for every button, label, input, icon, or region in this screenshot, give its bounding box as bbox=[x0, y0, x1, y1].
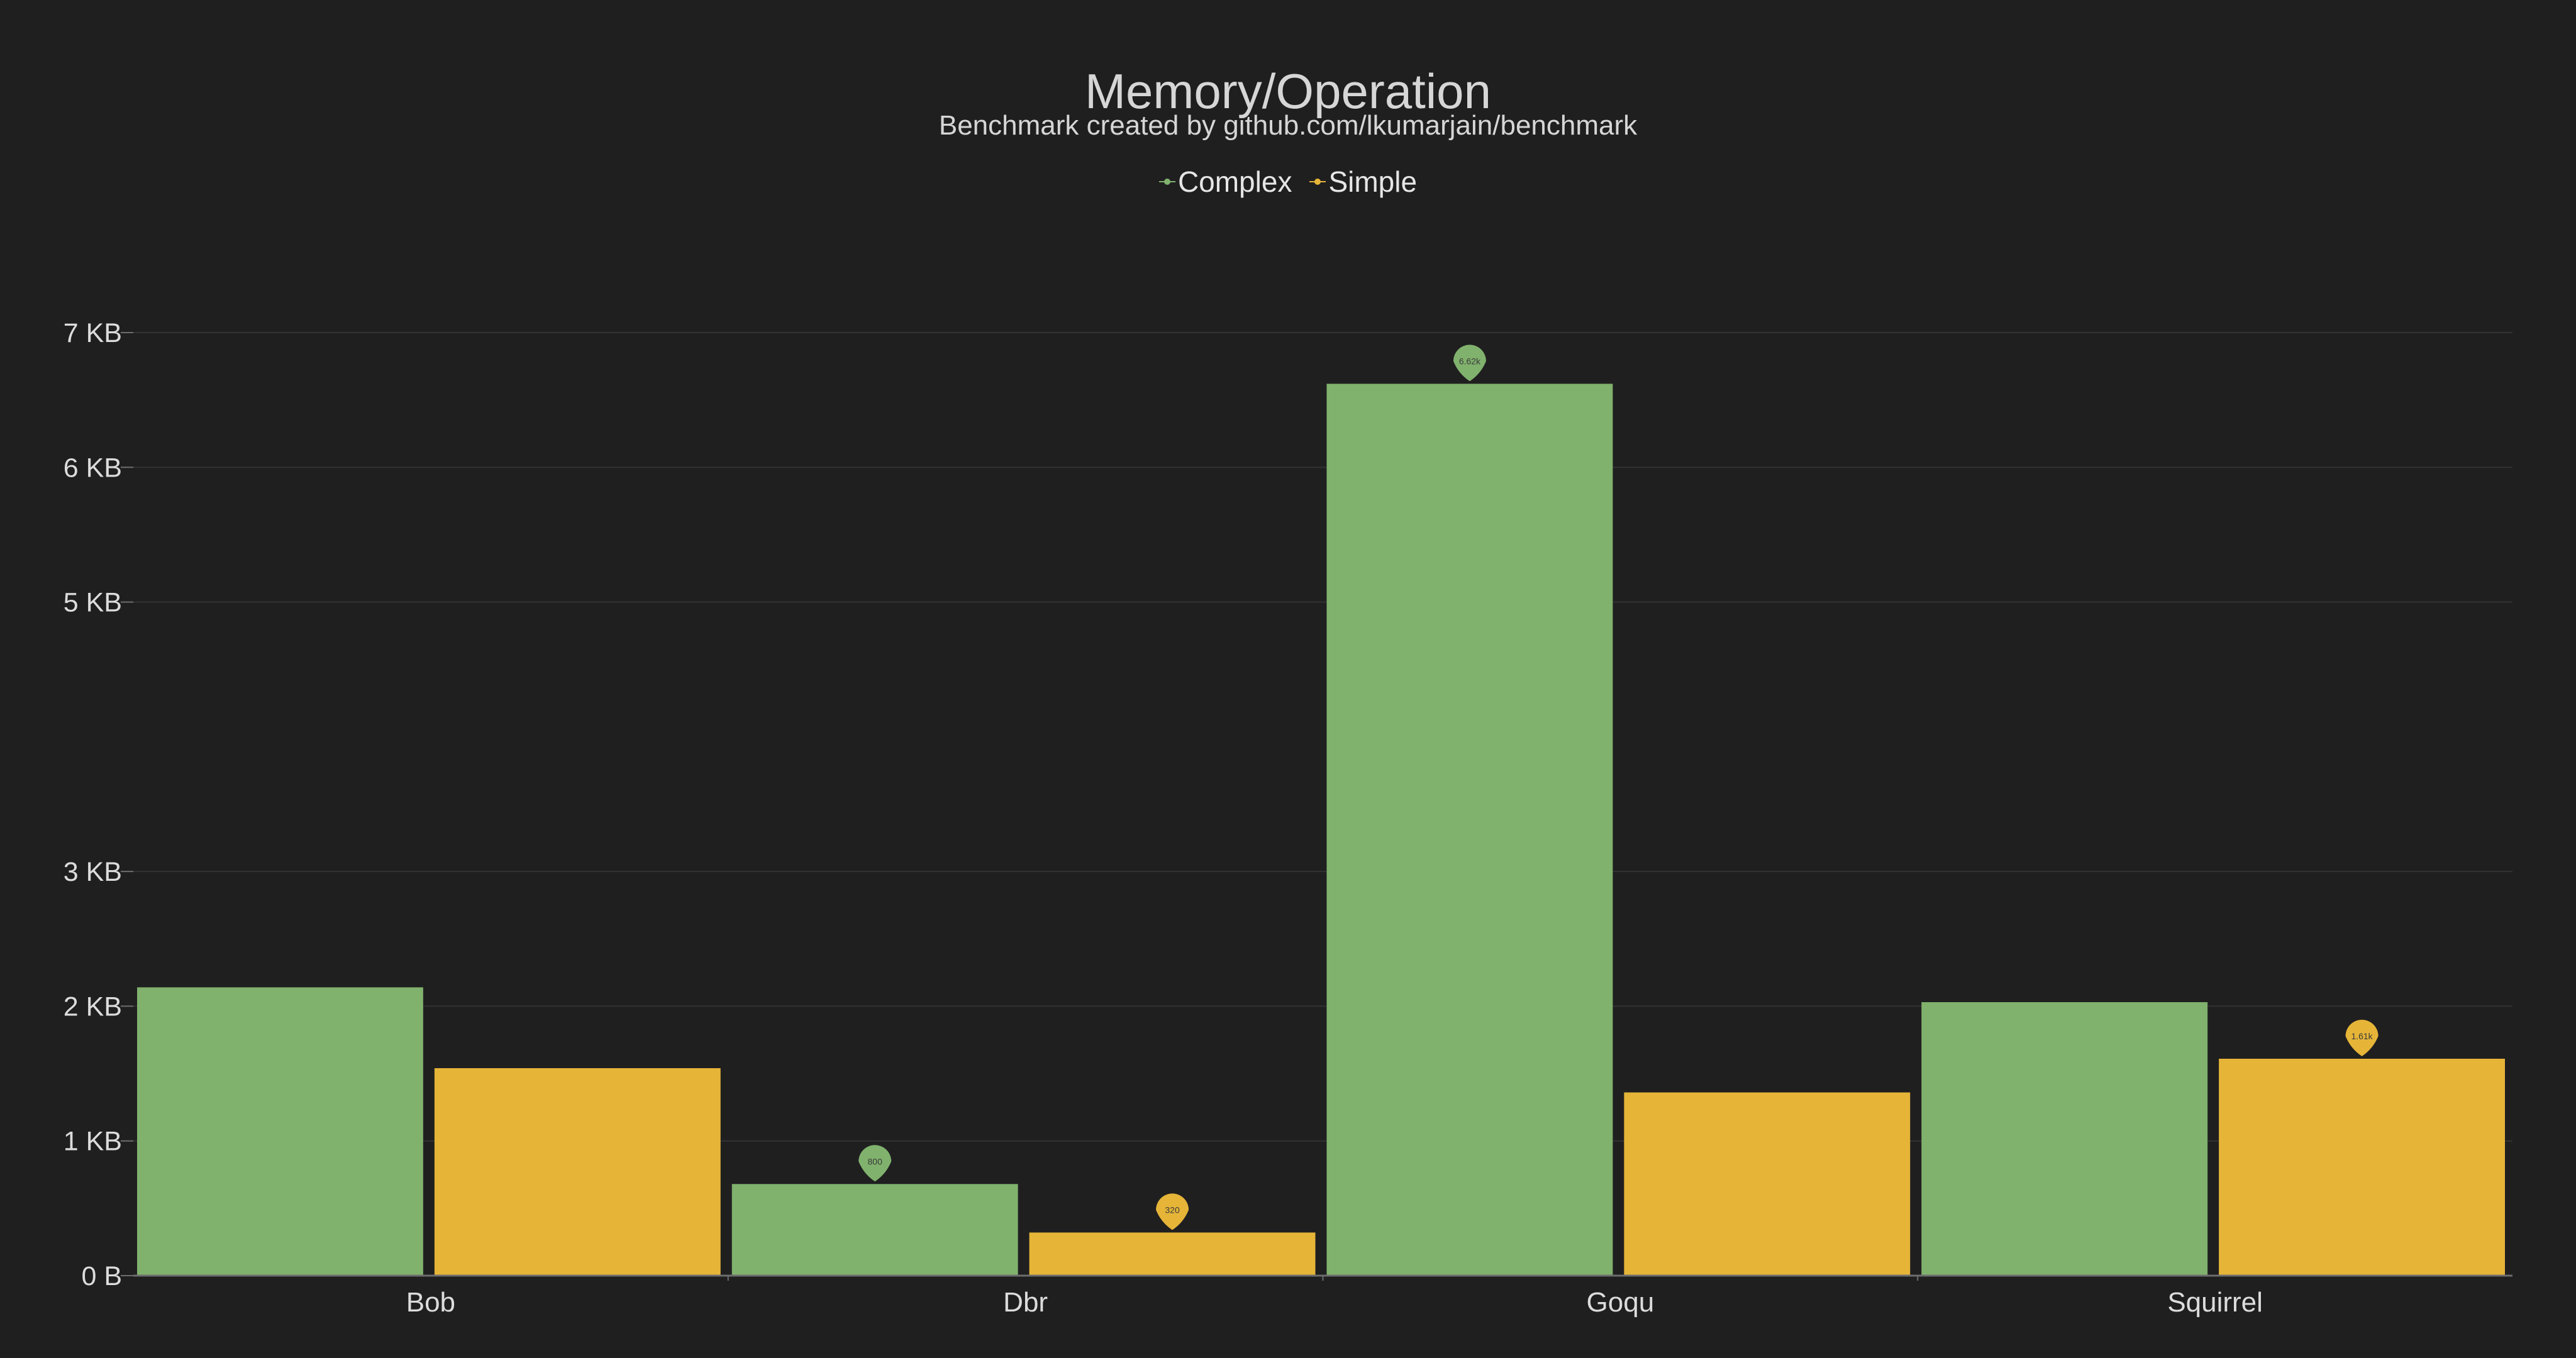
svg-text:320: 320 bbox=[1165, 1205, 1180, 1215]
legend-label-simple: Simple bbox=[1328, 165, 1418, 198]
svg-text:6.62k: 6.62k bbox=[1459, 356, 1481, 366]
y-tick-label: 2 KB bbox=[64, 991, 122, 1022]
legend-marker-simple bbox=[1309, 177, 1326, 186]
bar-simple-goqu bbox=[1624, 1092, 1911, 1276]
y-tick-label: 6 KB bbox=[64, 453, 122, 483]
chart-subtitle: Benchmark created by github.com/lkumarja… bbox=[938, 110, 1638, 141]
x-tick-label: Squirrel bbox=[2167, 1287, 2263, 1318]
legend-item-complex[interactable]: Complex bbox=[1158, 165, 1292, 199]
data-label-complex-dbr[interactable]: 800 bbox=[858, 1145, 892, 1182]
y-tick-label: 3 KB bbox=[64, 857, 122, 887]
data-label-complex-goqu[interactable]: 6.62k bbox=[1453, 345, 1486, 382]
legend-marker-complex bbox=[1158, 177, 1175, 186]
x-tick-label: Goqu bbox=[1587, 1287, 1655, 1318]
bar-complex-goqu bbox=[1326, 384, 1613, 1276]
bar-simple-dbr bbox=[1029, 1232, 1316, 1276]
y-tick-label: 1 KB bbox=[64, 1127, 122, 1157]
legend-item-simple[interactable]: Simple bbox=[1309, 165, 1417, 199]
data-label-simple-squirrel[interactable]: 1.61k bbox=[2345, 1020, 2379, 1056]
legend: Complex Simple bbox=[0, 165, 2576, 199]
chart-title: Memory/Operation bbox=[1085, 63, 1491, 119]
x-tick-label: Bob bbox=[406, 1287, 455, 1318]
y-tick-label: 0 B bbox=[81, 1261, 122, 1291]
legend-label-complex: Complex bbox=[1177, 165, 1292, 198]
svg-text:1.61k: 1.61k bbox=[2351, 1031, 2373, 1041]
x-tick-label: Dbr bbox=[1003, 1287, 1048, 1318]
svg-text:800: 800 bbox=[868, 1156, 883, 1166]
bar-simple-squirrel bbox=[2219, 1059, 2505, 1276]
bar-simple-bob bbox=[434, 1068, 721, 1276]
bar-complex-dbr bbox=[731, 1184, 1018, 1276]
bar-complex-bob bbox=[137, 987, 423, 1276]
bar-complex-squirrel bbox=[1921, 1002, 2208, 1276]
data-label-simple-dbr[interactable]: 320 bbox=[1156, 1193, 1189, 1230]
y-tick-label: 5 KB bbox=[64, 588, 122, 618]
y-tick-label: 7 KB bbox=[64, 318, 122, 348]
